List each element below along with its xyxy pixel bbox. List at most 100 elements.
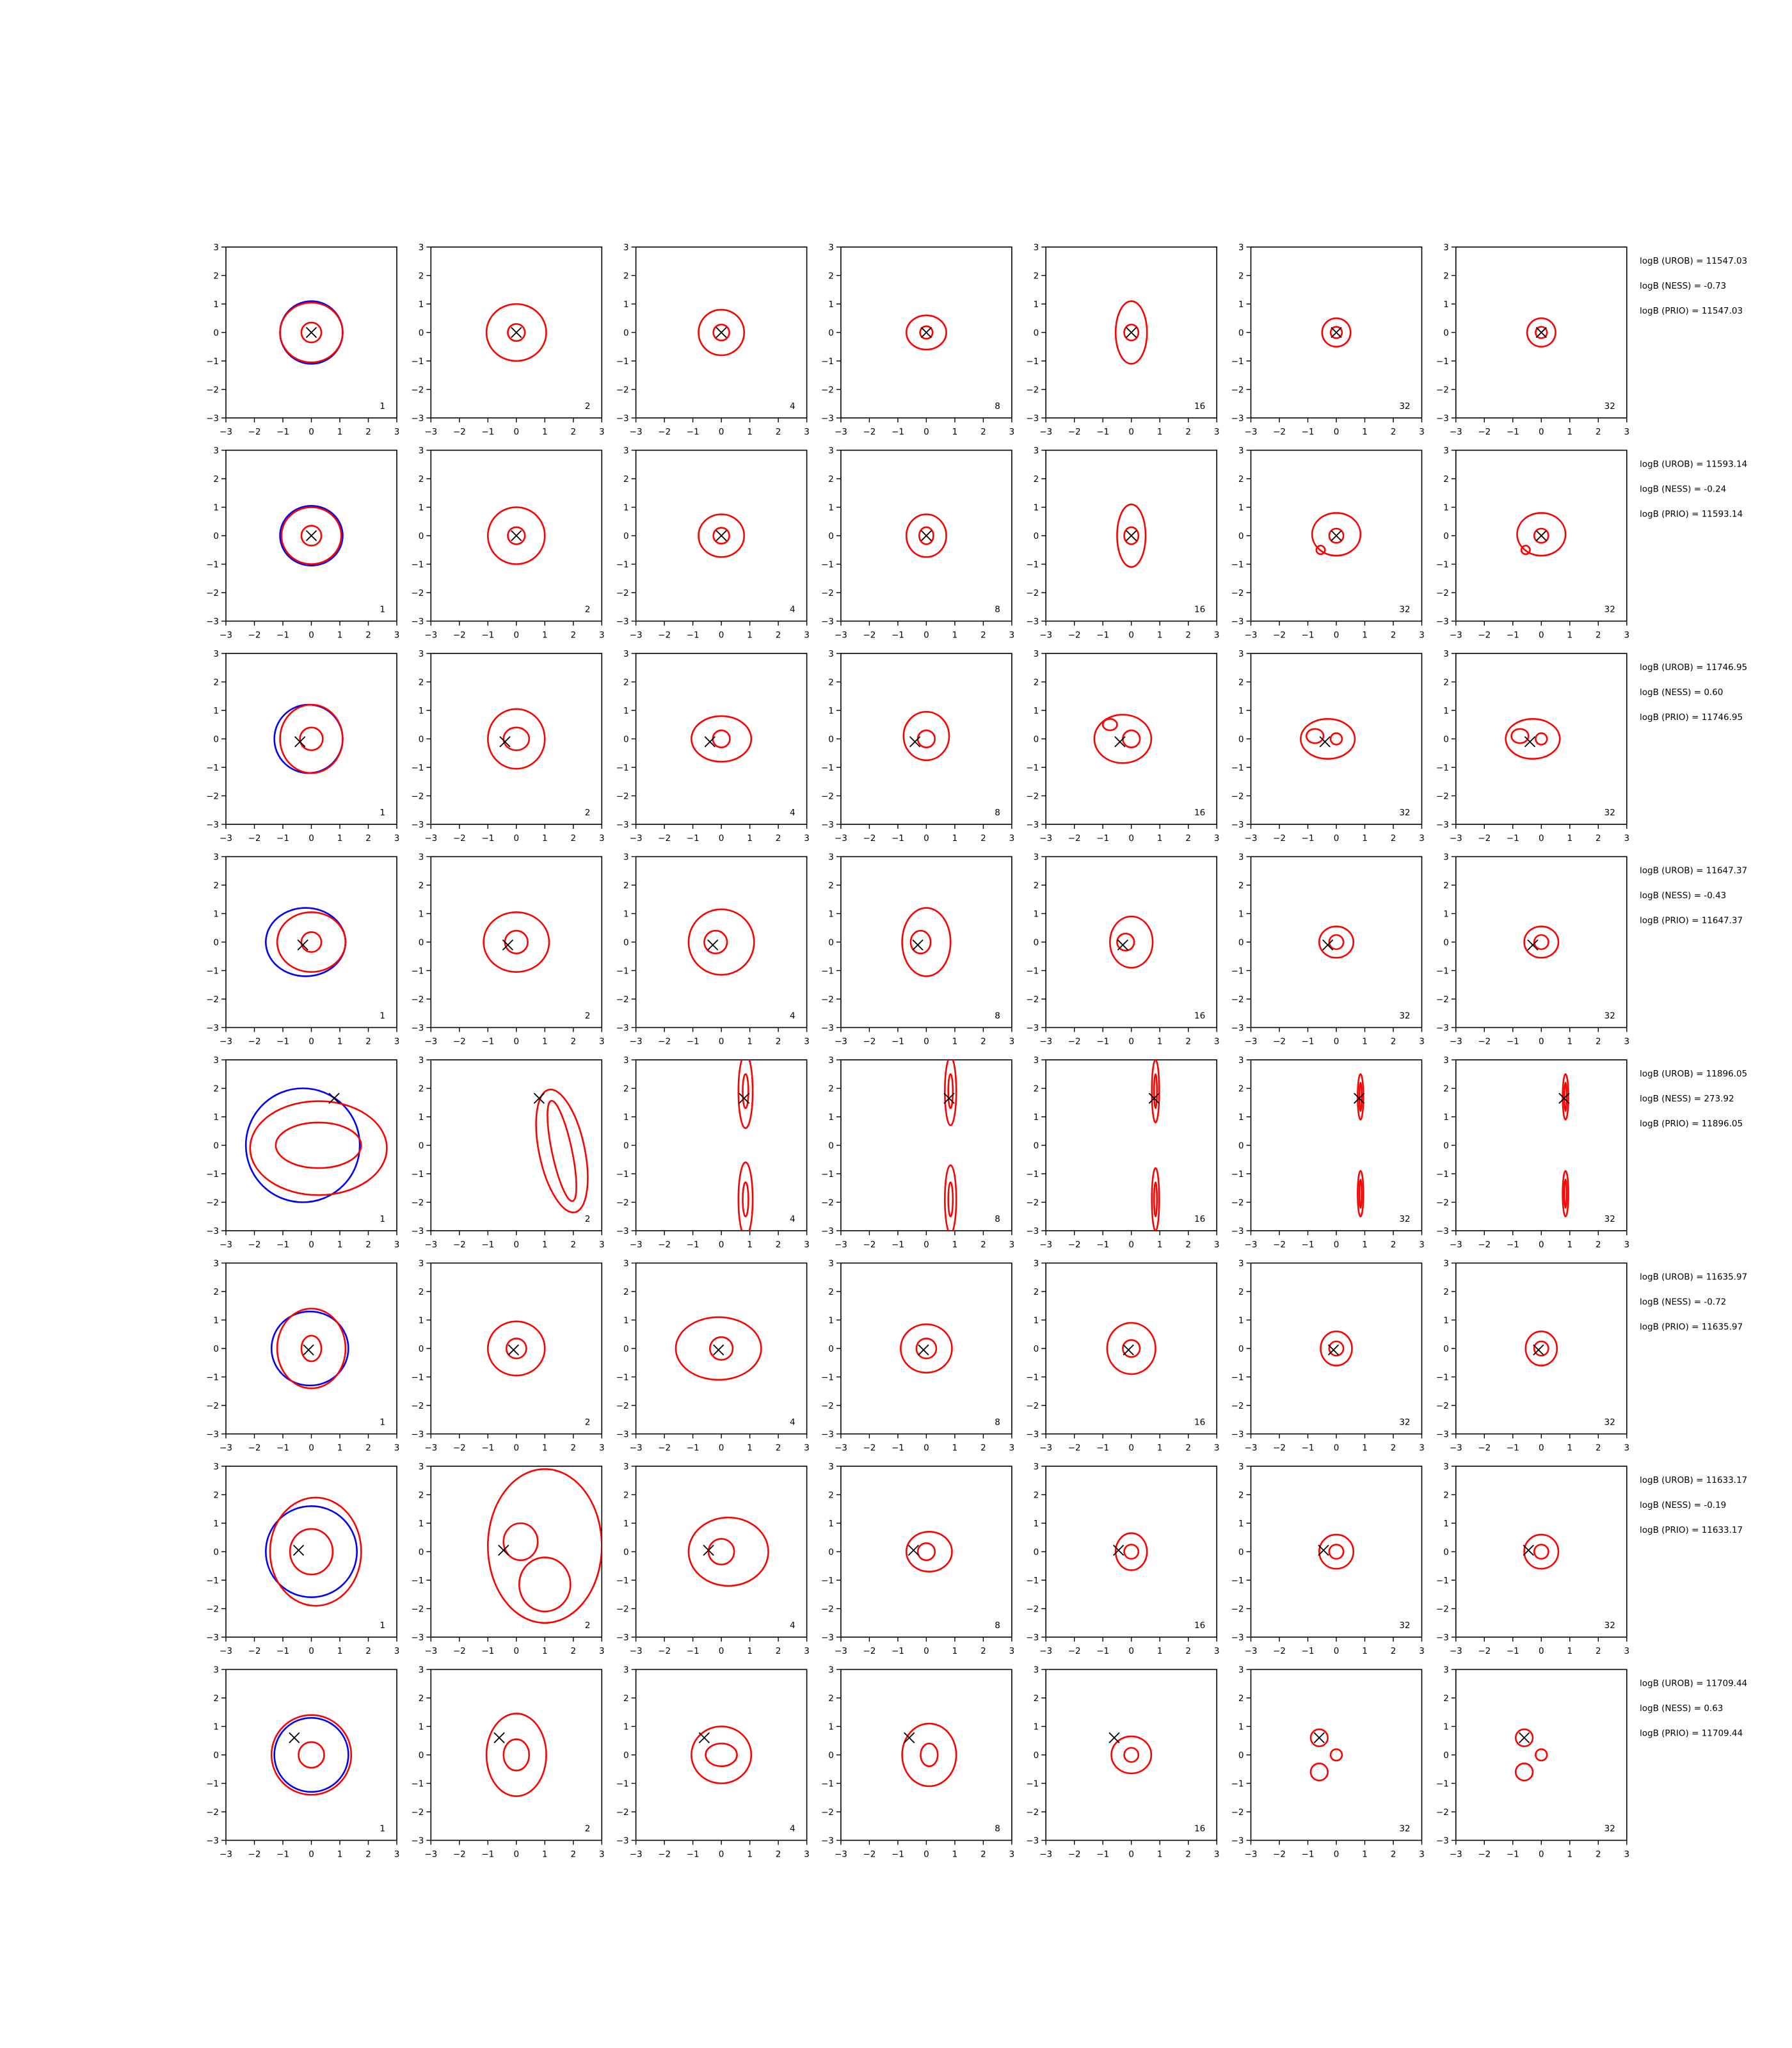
x-tick-label: 2 (1596, 833, 1601, 844)
panel-label: 2 (585, 808, 591, 818)
contours (687, 1516, 769, 1587)
panel-label: 8 (995, 808, 1000, 818)
x-marker (1331, 326, 1342, 339)
x-tick-label: 0 (924, 833, 929, 844)
red-contour (1116, 932, 1135, 952)
y-tick-label: −3 (411, 1836, 424, 1846)
y-tick-label: −2 (411, 588, 424, 598)
x-tick-label: 1 (542, 1240, 548, 1250)
x-tick-label: −2 (658, 1850, 671, 1860)
y-tick-label: 3 (1238, 1259, 1244, 1269)
x-marker (918, 1344, 929, 1356)
y-tick-label: −3 (411, 1430, 424, 1440)
panel-r2-c4: −3 −2 −1 0 1 2 3 −3 −2 −1 0 1 2 3 8 (821, 446, 1014, 641)
x-tick-label: 1 (542, 427, 548, 437)
axes-frame (430, 856, 603, 1028)
red-contour (712, 527, 730, 545)
x-tick-label: 3 (804, 1850, 810, 1860)
x-tick-label: 2 (1596, 1443, 1601, 1453)
axes-frame (430, 1262, 603, 1435)
x-tick-label: −2 (658, 1037, 671, 1047)
red-contour (918, 526, 934, 545)
y-tick-label: −3 (821, 820, 834, 830)
x-tick-label: −1 (276, 1850, 289, 1860)
x-marker (289, 1732, 300, 1743)
x-tick-label: −3 (630, 833, 643, 844)
y-tick-label: 2 (623, 271, 629, 282)
y-tick-label: 3 (1034, 852, 1039, 863)
x-marker (1123, 1344, 1134, 1356)
contours (244, 1087, 388, 1203)
axes-frame (225, 1466, 397, 1638)
y-tick-label: −3 (616, 1226, 629, 1236)
y-tick-label: −1 (411, 1373, 424, 1383)
y-tick-label: −3 (206, 413, 219, 424)
y-tick-label: 2 (1034, 474, 1039, 484)
x-tick-label: 0 (1334, 833, 1340, 844)
contours (1106, 1322, 1156, 1375)
red-contour (298, 1741, 325, 1769)
x-marker (1148, 1092, 1160, 1104)
logb-text: logB (UROB) = 11896.05 (1640, 1069, 1747, 1079)
x-tick-label: 1 (747, 1443, 753, 1453)
y-tick-label: 1 (828, 1519, 834, 1529)
x-tick-label: 3 (1624, 1037, 1630, 1047)
x-tick-label: −1 (276, 1646, 289, 1656)
x-tick-label: −1 (276, 1037, 289, 1047)
y-tick-label: 2 (1443, 271, 1449, 282)
red-contour (1153, 1073, 1158, 1109)
x-tick-label: 2 (1596, 1850, 1601, 1860)
y-tick-label: −2 (1436, 385, 1449, 396)
red-contour (1153, 1181, 1158, 1218)
x-tick-label: −1 (481, 1443, 494, 1453)
red-contour (742, 1181, 749, 1218)
panel-label: 32 (1399, 605, 1410, 615)
y-tick-label: 0 (1238, 328, 1244, 339)
x-tick-label: 1 (1157, 630, 1163, 641)
y-tick-label: 1 (623, 1722, 629, 1732)
panel-label: 32 (1399, 1620, 1410, 1631)
panel-row-3: −3 −2 −1 0 1 2 3 −3 −2 −1 0 1 2 3 1 −3 −2 −1 0 1 2 3 −3 −2 −1 0 1 2… (206, 649, 1747, 844)
y-tick-label: 0 (1034, 1548, 1039, 1558)
red-contour (270, 1714, 353, 1796)
logb-text: logB (PRIO) = 11896.05 (1640, 1119, 1743, 1129)
x-tick-label: −1 (1096, 1443, 1109, 1453)
x-tick-label: 3 (1009, 1240, 1015, 1250)
x-tick-label: −3 (1450, 1037, 1462, 1047)
y-tick-label: −1 (1436, 966, 1449, 977)
y-tick-label: 1 (828, 1316, 834, 1326)
y-tick-label: 1 (1238, 1112, 1244, 1123)
y-tick-label: −1 (821, 763, 834, 773)
y-tick-label: 0 (623, 531, 629, 541)
x-tick-label: 3 (1419, 1240, 1425, 1250)
red-contour (1320, 1331, 1353, 1367)
y-tick-label: −1 (821, 356, 834, 367)
red-contour (280, 506, 342, 565)
x-tick-label: −1 (481, 630, 494, 641)
x-tick-label: −3 (424, 1443, 437, 1453)
y-tick-label: 1 (213, 1519, 219, 1529)
y-tick-label: −3 (616, 820, 629, 830)
contours (1526, 317, 1556, 348)
x-tick-label: 3 (1419, 833, 1425, 844)
y-tick-label: 2 (213, 1693, 219, 1704)
y-tick-label: −3 (821, 1226, 834, 1236)
x-tick-label: −3 (1039, 1443, 1052, 1453)
x-marker (533, 1092, 545, 1104)
red-contour (947, 1073, 954, 1109)
y-tick-label: 0 (828, 1750, 834, 1761)
x-tick-label: 0 (719, 1443, 724, 1453)
x-tick-label: 0 (514, 833, 520, 844)
y-tick-label: 0 (1238, 531, 1244, 541)
y-tick-label: 0 (1443, 1141, 1449, 1151)
logb-text: logB (PRIO) = 11635.97 (1640, 1322, 1743, 1332)
red-contour (698, 308, 745, 356)
x-tick-label: 3 (394, 833, 400, 844)
x-tick-label: 0 (924, 1443, 929, 1453)
y-tick-label: −3 (1026, 1023, 1039, 1034)
axes-frame (1045, 1668, 1217, 1841)
y-tick-label: 0 (419, 328, 424, 339)
y-tick-label: 0 (623, 735, 629, 745)
red-contour (1533, 1544, 1549, 1560)
x-tick-label: 3 (1419, 1646, 1425, 1656)
